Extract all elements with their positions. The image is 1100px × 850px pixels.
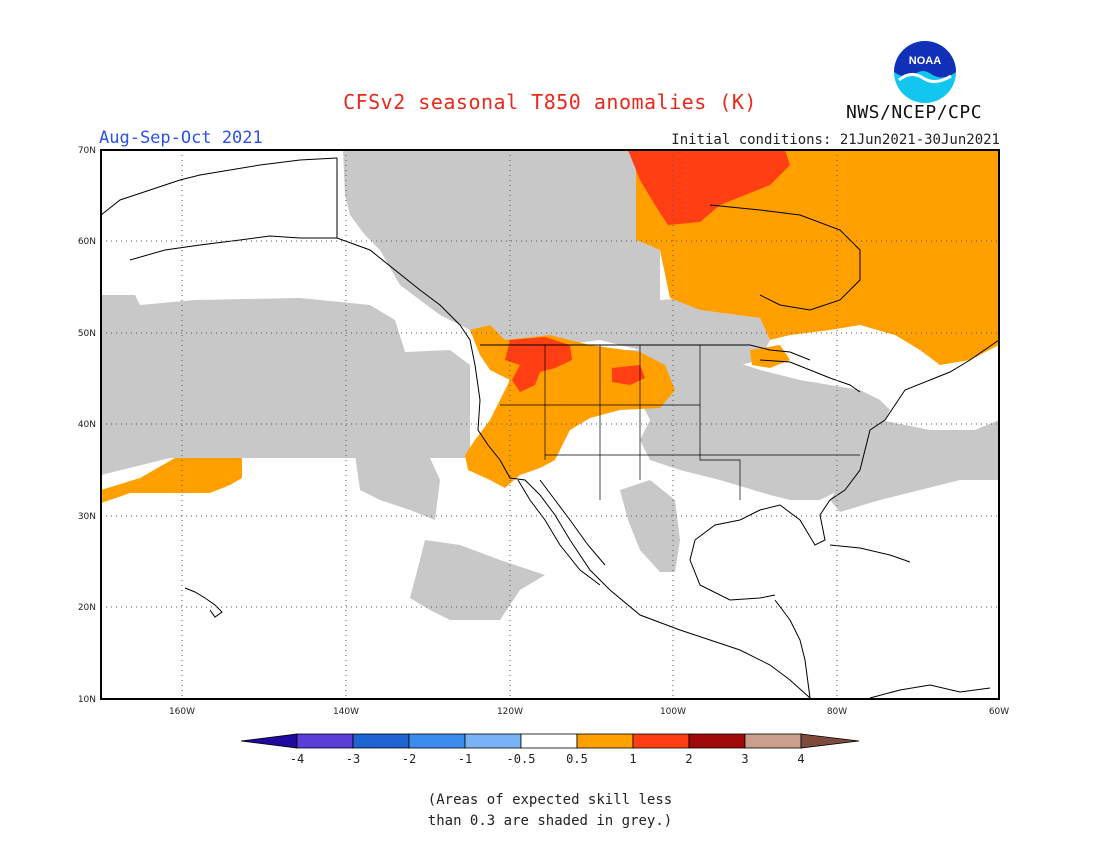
colorbar-label: 0.5 bbox=[566, 752, 588, 766]
colorbar-right-arrow bbox=[800, 733, 860, 749]
colorbar-box bbox=[296, 733, 354, 749]
skill-caption: (Areas of expected skill less than 0.3 a… bbox=[0, 790, 1100, 832]
lon-label: 100W bbox=[660, 707, 686, 717]
colorbar-label: -2 bbox=[402, 752, 416, 766]
forecast-period: Aug-Sep-Oct 2021 bbox=[99, 128, 263, 148]
lat-label: 20N bbox=[78, 603, 96, 613]
colorbar-left-arrow bbox=[240, 733, 298, 749]
noaa-logo: NOAA bbox=[894, 41, 956, 103]
lon-label: 80W bbox=[827, 707, 847, 717]
lat-label: 60N bbox=[78, 237, 96, 247]
lat-label: 40N bbox=[78, 420, 96, 430]
colorbar-labels: -4 -3 -2 -1 -0.5 0.5 1 2 3 4 bbox=[290, 752, 805, 766]
warm-anomaly-0-5-to-1 bbox=[101, 150, 999, 503]
colorbar-label: -0.5 bbox=[507, 752, 536, 766]
colorbar-label: -3 bbox=[346, 752, 360, 766]
lat-label: 50N bbox=[78, 329, 96, 339]
chart-title: CFSv2 seasonal T850 anomalies (K) bbox=[343, 90, 757, 114]
warm-anomaly-1-to-2 bbox=[505, 150, 790, 392]
colorbar-label: 4 bbox=[797, 752, 804, 766]
caption-line: (Areas of expected skill less bbox=[427, 792, 673, 808]
colorbar-label: 3 bbox=[741, 752, 748, 766]
lat-label: 30N bbox=[78, 512, 96, 522]
map-area bbox=[101, 150, 999, 620]
lon-label: 140W bbox=[333, 707, 359, 717]
latitude-labels: 70N 60N 50N 40N 30N 20N 10N bbox=[78, 146, 96, 705]
coastlines bbox=[100, 157, 1000, 699]
caption-line: than 0.3 are shaded in grey.) bbox=[427, 813, 673, 829]
organization-label: NWS/NCEP/CPC bbox=[846, 102, 983, 123]
initial-conditions: Initial conditions: 21Jun2021-30Jun2021 bbox=[671, 132, 1000, 148]
colorbar-box bbox=[688, 733, 746, 749]
lat-label: 70N bbox=[78, 146, 96, 156]
colorbar-box bbox=[632, 733, 690, 749]
colorbar-box bbox=[352, 733, 410, 749]
colorbar-box bbox=[408, 733, 466, 749]
longitude-labels: 160W 140W 120W 100W 80W 60W bbox=[169, 707, 1009, 717]
noaa-logo-text: NOAA bbox=[909, 55, 941, 67]
colorbar-label: 1 bbox=[629, 752, 636, 766]
colorbar-box bbox=[576, 733, 634, 749]
colorbar-label: 2 bbox=[685, 752, 692, 766]
colorbar-box bbox=[520, 733, 578, 749]
colorbar-label: -4 bbox=[290, 752, 304, 766]
lon-label: 120W bbox=[497, 707, 523, 717]
colorbar-box bbox=[464, 733, 522, 749]
colorbar-box bbox=[744, 733, 802, 749]
colorbar bbox=[240, 733, 860, 749]
lon-label: 160W bbox=[169, 707, 195, 717]
colorbar-label: -1 bbox=[458, 752, 472, 766]
map-frame bbox=[100, 149, 1000, 700]
lon-label: 60W bbox=[989, 707, 1009, 717]
lat-label: 10N bbox=[78, 695, 96, 705]
